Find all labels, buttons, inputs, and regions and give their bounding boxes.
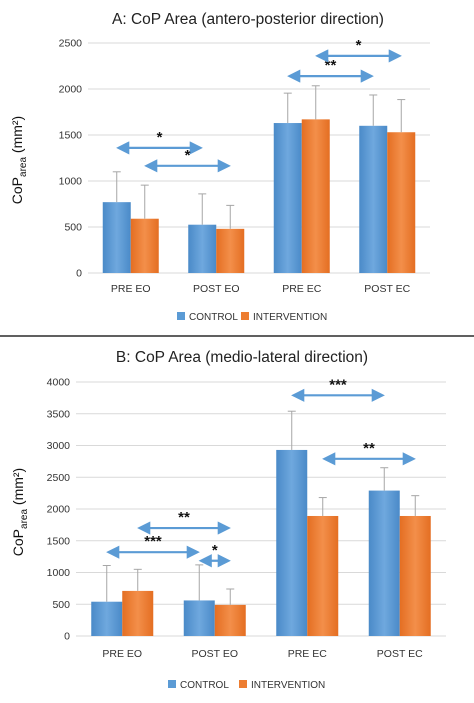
y-tick-label: 4000 xyxy=(47,377,71,389)
legend-swatch-intervention xyxy=(239,680,247,688)
bar-control xyxy=(368,490,400,636)
chart-title: B: CoP Area (medio-lateral direction) xyxy=(116,349,368,366)
y-tick-label: 3500 xyxy=(47,408,71,420)
bar-intervention xyxy=(122,590,154,636)
y-tick-label: 2500 xyxy=(59,38,83,50)
y-tick-label: 3000 xyxy=(47,440,71,452)
panel-b: B: CoP Area (medio-lateral direction) Co… xyxy=(10,349,446,691)
panel-a: A: CoP Area (antero-posterior direction)… xyxy=(9,11,430,323)
x-tick-label: PRE EO xyxy=(102,648,142,660)
y-tick-label: 0 xyxy=(76,268,82,280)
x-tick-label: PRE EC xyxy=(288,648,328,660)
significance-label: ** xyxy=(363,440,375,457)
y-tick-label: 2000 xyxy=(47,504,71,516)
bar-control xyxy=(91,601,123,636)
legend-swatch-control xyxy=(168,680,176,688)
legend-label-intervention: INTERVENTION xyxy=(251,680,325,691)
significance-label: *** xyxy=(329,376,347,393)
bar-intervention xyxy=(387,132,416,273)
y-axis-label: CoParea (mm²) xyxy=(9,116,29,204)
chart-title: A: CoP Area (antero-posterior direction) xyxy=(112,11,384,28)
x-tick-label: PRE EO xyxy=(111,283,151,295)
bar-intervention xyxy=(307,515,339,636)
bar-control xyxy=(359,125,388,273)
significance-label: ** xyxy=(178,509,190,526)
legend-label-intervention: INTERVENTION xyxy=(253,312,327,323)
bar-intervention xyxy=(216,228,245,273)
y-tick-label: 1500 xyxy=(47,535,71,547)
y-tick-label: 500 xyxy=(52,599,70,611)
bar-control xyxy=(273,123,302,273)
bar-intervention xyxy=(399,515,431,636)
x-tick-label: POST EC xyxy=(364,283,410,295)
legend-swatch-control xyxy=(177,312,185,320)
y-tick-label: 0 xyxy=(64,631,70,643)
bar-intervention xyxy=(130,218,159,273)
legend-swatch-intervention xyxy=(241,312,249,320)
significance-label: * xyxy=(185,147,191,164)
legend-label-control: CONTROL xyxy=(180,680,229,691)
legend-label-control: CONTROL xyxy=(189,312,238,323)
significance-label: * xyxy=(157,129,163,146)
significance-label: ** xyxy=(325,57,337,74)
bar-intervention xyxy=(214,604,246,636)
bar-control xyxy=(183,600,215,636)
legend: CONTROL INTERVENTION xyxy=(177,312,327,323)
significance-label: * xyxy=(356,37,362,54)
y-tick-label: 2500 xyxy=(47,472,71,484)
x-tick-label: POST EC xyxy=(377,648,423,660)
legend: CONTROL INTERVENTION xyxy=(168,680,325,691)
x-tick-label: PRE EC xyxy=(282,283,322,295)
y-tick-label: 1000 xyxy=(47,567,71,579)
x-tick-label: POST EO xyxy=(193,283,240,295)
bar-control xyxy=(188,224,217,273)
significance-label: * xyxy=(212,542,218,559)
bar-control xyxy=(102,202,131,273)
y-tick-label: 500 xyxy=(64,222,82,234)
y-axis-label: CoParea (mm²) xyxy=(10,468,30,556)
y-tick-label: 1000 xyxy=(59,176,83,188)
y-tick-label: 1500 xyxy=(59,130,83,142)
y-tick-label: 2000 xyxy=(59,84,83,96)
bar-intervention xyxy=(301,119,330,273)
significance-label: *** xyxy=(144,533,162,550)
bar-control xyxy=(276,449,308,636)
x-tick-label: POST EO xyxy=(192,648,239,660)
